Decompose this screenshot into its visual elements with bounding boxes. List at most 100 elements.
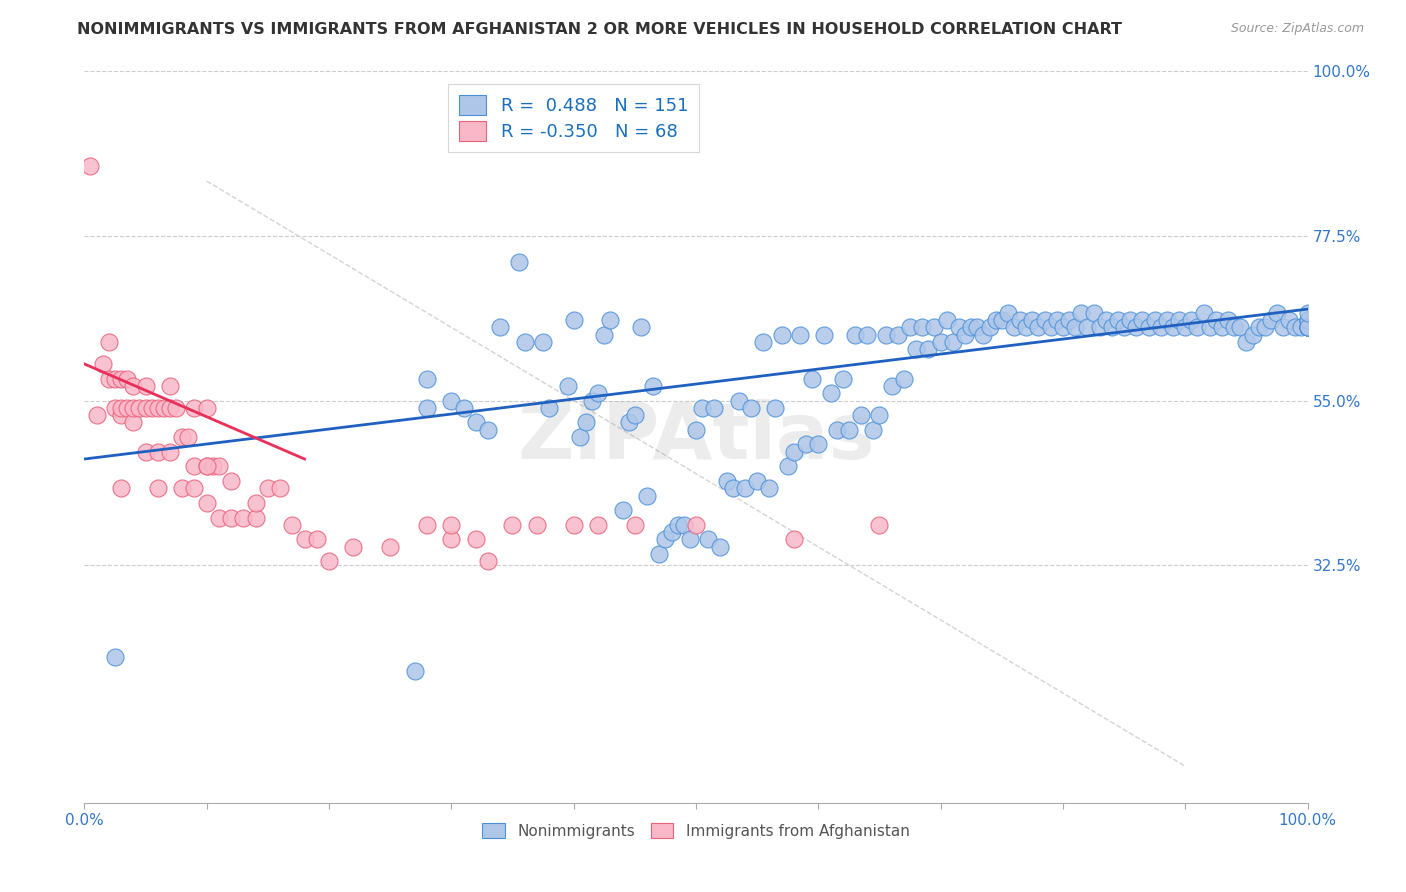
- Point: [464, 416, 486, 430]
- Point: [752, 334, 775, 349]
- Point: [721, 481, 744, 495]
- Point: [869, 517, 891, 532]
- Point: [122, 401, 145, 415]
- Point: [1192, 306, 1215, 320]
- Point: [404, 664, 426, 678]
- Point: [1028, 320, 1050, 334]
- Point: [416, 371, 439, 385]
- Point: [513, 334, 536, 349]
- Point: [245, 496, 267, 510]
- Point: [624, 408, 647, 422]
- Point: [1278, 313, 1301, 327]
- Point: [183, 481, 205, 495]
- Point: [807, 437, 830, 451]
- Point: [538, 401, 561, 415]
- Point: [636, 489, 658, 503]
- Point: [159, 401, 181, 415]
- Point: [195, 401, 218, 415]
- Point: [1296, 320, 1319, 334]
- Point: [1010, 313, 1032, 327]
- Point: [1125, 320, 1147, 334]
- Point: [1119, 313, 1142, 327]
- Point: [135, 401, 157, 415]
- Point: [581, 393, 603, 408]
- Point: [1161, 320, 1184, 334]
- Point: [643, 379, 665, 393]
- Point: [104, 649, 127, 664]
- Point: [991, 313, 1014, 327]
- Point: [875, 327, 897, 342]
- Point: [195, 496, 218, 510]
- Point: [146, 481, 169, 495]
- Point: [110, 371, 132, 385]
- Point: [1137, 320, 1160, 334]
- Point: [593, 327, 616, 342]
- Point: [747, 474, 769, 488]
- Point: [172, 481, 194, 495]
- Point: [440, 533, 463, 547]
- Point: [685, 423, 707, 437]
- Point: [765, 401, 787, 415]
- Point: [801, 371, 824, 385]
- Point: [979, 320, 1001, 334]
- Point: [135, 379, 157, 393]
- Point: [477, 423, 499, 437]
- Point: [1168, 313, 1191, 327]
- Point: [960, 320, 983, 334]
- Point: [630, 320, 652, 334]
- Point: [831, 371, 853, 385]
- Point: [159, 444, 181, 458]
- Point: [1083, 306, 1105, 320]
- Point: [953, 327, 976, 342]
- Point: [568, 430, 591, 444]
- Point: [924, 320, 946, 334]
- Point: [1223, 320, 1246, 334]
- Point: [208, 459, 231, 474]
- Point: [617, 416, 640, 430]
- Point: [1101, 320, 1123, 334]
- Point: [219, 510, 242, 524]
- Point: [440, 393, 463, 408]
- Point: [183, 401, 205, 415]
- Point: [115, 401, 138, 415]
- Point: [1296, 313, 1319, 327]
- Text: Source: ZipAtlas.com: Source: ZipAtlas.com: [1230, 22, 1364, 36]
- Point: [869, 408, 891, 422]
- Point: [794, 437, 817, 451]
- Point: [135, 444, 157, 458]
- Point: [624, 517, 647, 532]
- Point: [195, 459, 218, 474]
- Point: [770, 327, 793, 342]
- Point: [177, 430, 200, 444]
- Legend: Nonimmigrants, Immigrants from Afghanistan: Nonimmigrants, Immigrants from Afghanist…: [475, 815, 917, 847]
- Point: [586, 386, 609, 401]
- Point: [727, 393, 749, 408]
- Point: [305, 533, 328, 547]
- Point: [1064, 320, 1087, 334]
- Point: [1265, 306, 1288, 320]
- Point: [1291, 320, 1313, 334]
- Point: [1187, 320, 1209, 334]
- Point: [1229, 320, 1251, 334]
- Point: [153, 401, 176, 415]
- Point: [679, 533, 702, 547]
- Point: [1211, 320, 1233, 334]
- Point: [1216, 313, 1239, 327]
- Point: [1241, 327, 1264, 342]
- Text: ZIPAtlas: ZIPAtlas: [517, 399, 875, 475]
- Point: [1076, 320, 1098, 334]
- Point: [195, 459, 218, 474]
- Point: [165, 401, 187, 415]
- Point: [1272, 320, 1295, 334]
- Point: [1174, 320, 1197, 334]
- Point: [104, 401, 127, 415]
- Point: [740, 401, 762, 415]
- Point: [612, 503, 634, 517]
- Point: [79, 160, 101, 174]
- Point: [110, 408, 132, 422]
- Point: [502, 517, 524, 532]
- Text: NONIMMIGRANTS VS IMMIGRANTS FROM AFGHANISTAN 2 OR MORE VEHICLES IN HOUSEHOLD COR: NONIMMIGRANTS VS IMMIGRANTS FROM AFGHANI…: [77, 22, 1122, 37]
- Point: [257, 481, 280, 495]
- Point: [685, 517, 707, 532]
- Point: [776, 459, 799, 474]
